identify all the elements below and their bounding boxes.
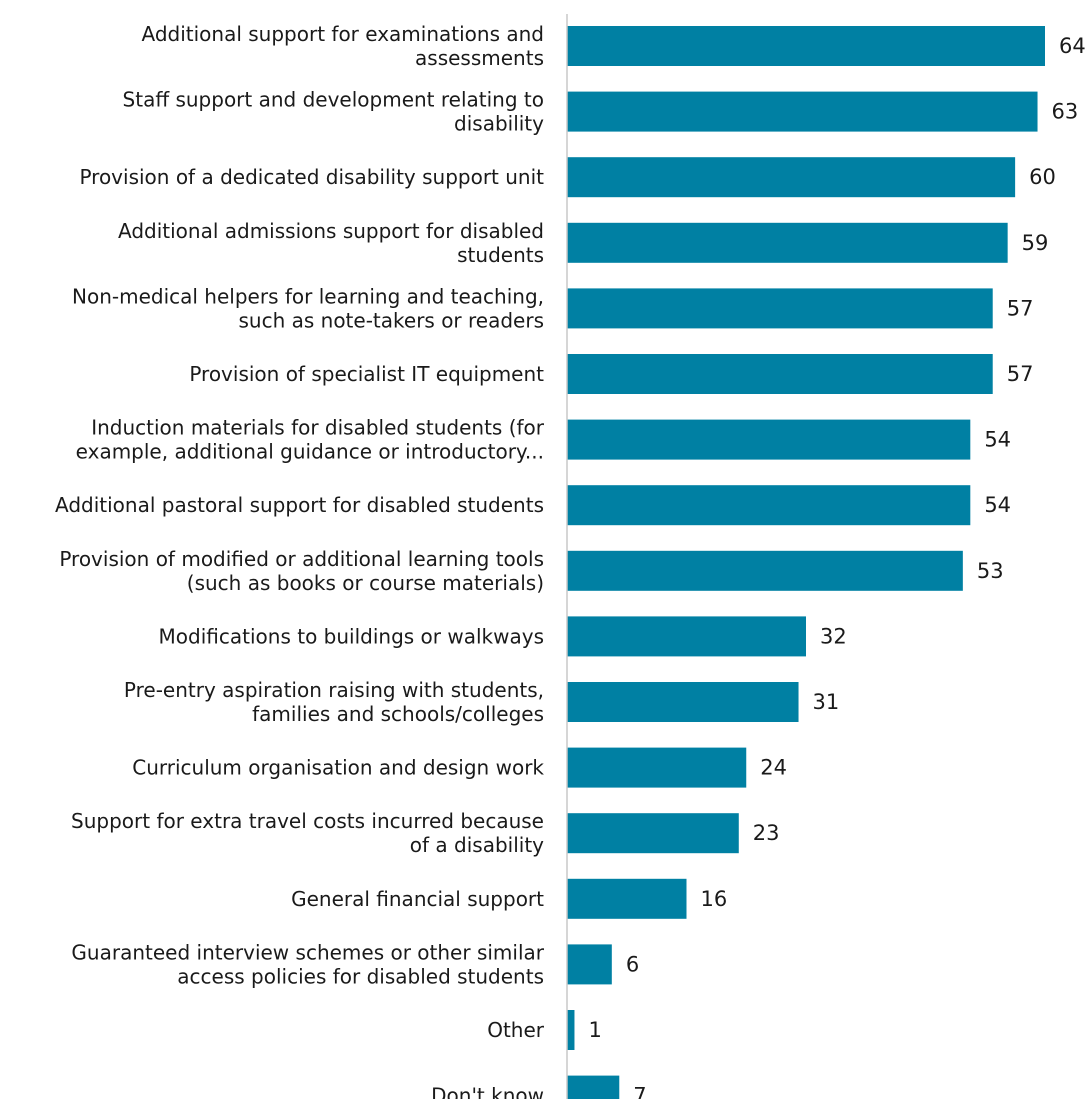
value-label-8: 53 [977, 559, 1004, 583]
bar-14 [567, 944, 612, 985]
category-label-15-line-0: Other [487, 1018, 545, 1042]
bar-13 [567, 878, 687, 919]
value-label-16: 7 [633, 1084, 646, 1099]
category-label-0-line-1: assessments [415, 46, 544, 70]
value-label-5: 57 [1007, 362, 1034, 386]
category-label-6-line-0: Induction materials for disabled student… [91, 416, 545, 440]
value-label-14: 6 [626, 952, 639, 976]
category-label-16-line-0: Don't know [431, 1084, 544, 1099]
bar-16 [567, 1075, 620, 1099]
bar-5 [567, 354, 993, 394]
bar-12 [567, 813, 739, 854]
bar-0 [567, 26, 1045, 66]
value-label-9: 32 [820, 624, 847, 648]
category-label-14-line-0: Guaranteed interview schemes or other si… [71, 940, 544, 964]
value-labels-group: 64 63 60 59 57 57 54 54 53 32 31 24 23 16 6 1 7 [588, 34, 1085, 1099]
bar-9 [567, 616, 806, 657]
bar-6 [567, 419, 971, 460]
bar-8 [567, 550, 963, 591]
value-label-11: 24 [760, 756, 787, 780]
bar-4 [567, 288, 993, 329]
value-label-0: 64 [1059, 34, 1086, 58]
bar-10 [567, 682, 799, 722]
bar-7 [567, 485, 971, 526]
bars-group [567, 26, 1045, 1099]
value-label-2: 60 [1029, 165, 1056, 189]
value-label-6: 54 [984, 428, 1011, 452]
value-label-13: 16 [701, 887, 728, 911]
category-label-1-line-0: Staff support and development relating t… [123, 88, 544, 112]
category-label-4-line-1: such as note-takers or readers [238, 308, 544, 332]
bar-1 [567, 91, 1038, 132]
category-label-10-line-0: Pre-entry aspiration raising with studen… [124, 678, 544, 702]
category-label-11-line-0: Curriculum organisation and design work [132, 756, 544, 780]
category-label-6-line-1: example, additional guidance or introduc… [76, 440, 544, 464]
bar-15 [567, 1010, 575, 1050]
value-label-4: 57 [1007, 296, 1034, 320]
category-label-13-line-0: General financial support [291, 887, 544, 911]
value-label-1: 63 [1052, 100, 1079, 124]
category-label-3-line-1: students [457, 243, 544, 267]
category-label-3-line-0: Additional admissions support for disabl… [118, 219, 544, 243]
category-label-2-line-0: Provision of a dedicated disability supp… [79, 165, 544, 189]
bar-11 [567, 747, 747, 788]
category-label-1-line-1: disability [454, 112, 544, 136]
value-label-3: 59 [1022, 231, 1049, 255]
category-label-14-line-1: access policies for disabled students [177, 964, 544, 988]
category-label-0-line-0: Additional support for examinations and [142, 22, 545, 46]
value-label-7: 54 [984, 493, 1011, 517]
category-labels-group: Additional support for examinations anda… [55, 22, 545, 1099]
category-label-5-line-0: Provision of specialist IT equipment [189, 362, 544, 386]
category-label-10-line-1: families and schools/colleges [252, 702, 544, 726]
category-label-8-line-0: Provision of modified or additional lear… [59, 547, 544, 571]
value-label-10: 31 [813, 690, 840, 714]
category-label-12-line-1: of a disability [410, 833, 544, 857]
bar-2 [567, 157, 1016, 198]
value-label-15: 1 [588, 1018, 601, 1042]
category-label-9-line-0: Modifications to buildings or walkways [159, 624, 544, 648]
bar-3 [567, 222, 1008, 263]
category-label-7-line-0: Additional pastoral support for disabled… [55, 493, 544, 517]
category-label-12-line-0: Support for extra travel costs incurred … [71, 809, 544, 833]
category-label-8-line-1: (such as books or course materials) [187, 571, 544, 595]
category-label-4-line-0: Non-medical helpers for learning and tea… [72, 284, 544, 308]
value-label-12: 23 [753, 821, 780, 845]
